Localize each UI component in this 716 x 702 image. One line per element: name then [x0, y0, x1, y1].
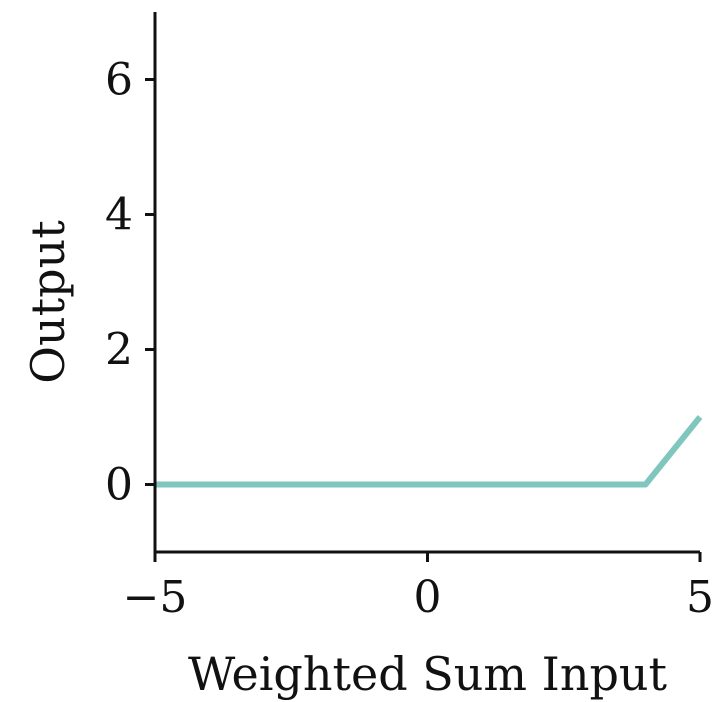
x-tick-label: 5: [686, 572, 714, 623]
y-tick-label: 4: [105, 190, 133, 241]
x-axis-ticks: −5 0 5: [123, 552, 714, 623]
plot-area: [155, 415, 703, 488]
x-axis-label: Weighted Sum Input: [188, 647, 668, 701]
series-line: [155, 415, 703, 488]
y-axis-ticks: 0 2 4 6: [105, 55, 155, 511]
y-tick-label: 0: [105, 460, 133, 511]
y-axis-label: Output: [21, 220, 75, 384]
x-tick-label: 0: [414, 572, 442, 623]
x-tick-label: −5: [123, 572, 188, 623]
y-tick-label: 6: [105, 55, 133, 106]
y-tick-label: 2: [105, 325, 133, 376]
